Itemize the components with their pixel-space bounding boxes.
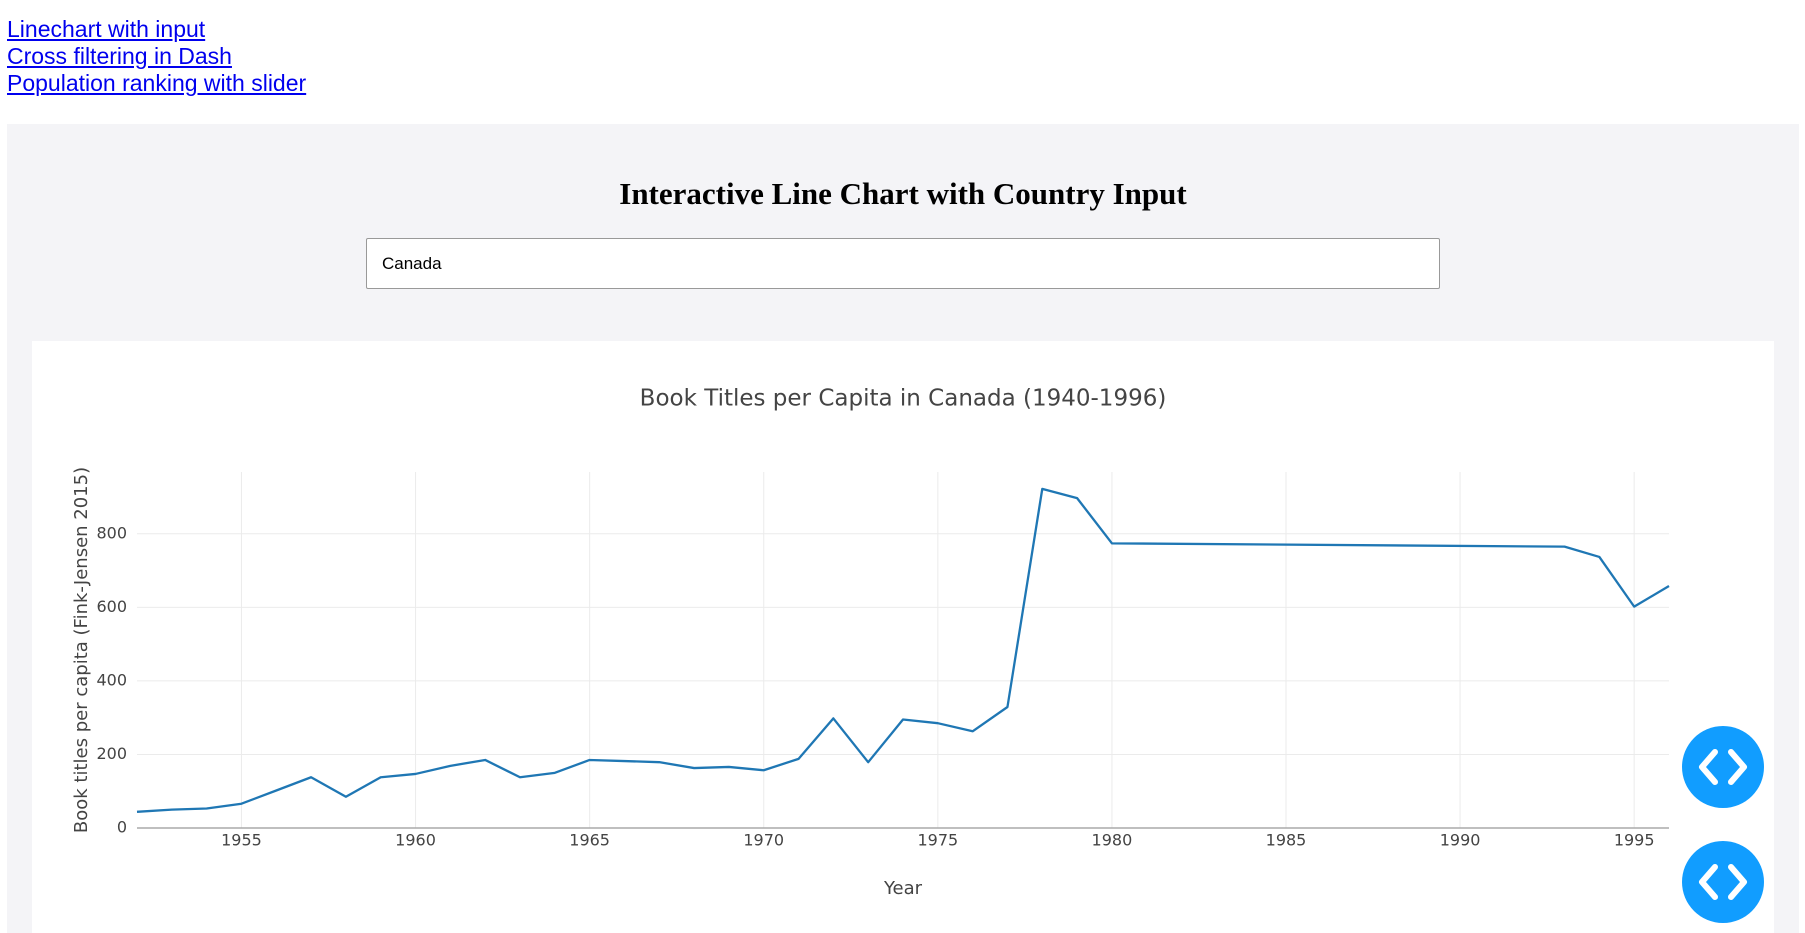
x-tick-label: 1975	[917, 831, 958, 850]
chart-background	[32, 341, 1774, 933]
x-axis-label: Year	[883, 878, 923, 899]
y-tick-label: 200	[96, 744, 127, 763]
y-axis-label: Book titles per capita (Fink-Jensen 2015…	[71, 467, 92, 833]
nav-links: Linechart with input Cross filtering in …	[7, 16, 306, 97]
x-tick-label: 1970	[743, 831, 784, 850]
x-tick-label: 1980	[1092, 831, 1133, 850]
x-tick-label: 1955	[221, 831, 262, 850]
code-icon	[1699, 864, 1747, 900]
x-tick-label: 1965	[569, 831, 610, 850]
x-tick-label: 1995	[1614, 831, 1655, 850]
data-line	[136, 487, 1670, 813]
code-icon	[1699, 749, 1747, 785]
y-tick-label: 600	[96, 597, 127, 616]
y-tick-label: 400	[96, 670, 127, 689]
nav-link[interactable]: Linechart with input	[7, 16, 206, 42]
heading: Interactive Line Chart with Country Inpu…	[619, 176, 1187, 211]
chart-title: Book Titles per Capita in Canada (1940-1…	[640, 386, 1167, 412]
x-tick-label: 1985	[1266, 831, 1307, 850]
chart: Book Titles per Capita in Canada (1940-1…	[32, 341, 1774, 933]
nav-link[interactable]: Cross filtering in Dash	[7, 43, 232, 69]
debug-button[interactable]	[1682, 726, 1764, 808]
x-tick-label: 1960	[395, 831, 436, 850]
y-tick-label: 800	[96, 523, 127, 542]
country-input[interactable]	[366, 238, 1440, 289]
nav-link[interactable]: Population ranking with slider	[7, 70, 307, 96]
y-tick-label: 0	[117, 818, 127, 837]
x-tick-label: 1990	[1440, 831, 1481, 850]
debug-button[interactable]	[1682, 841, 1764, 923]
